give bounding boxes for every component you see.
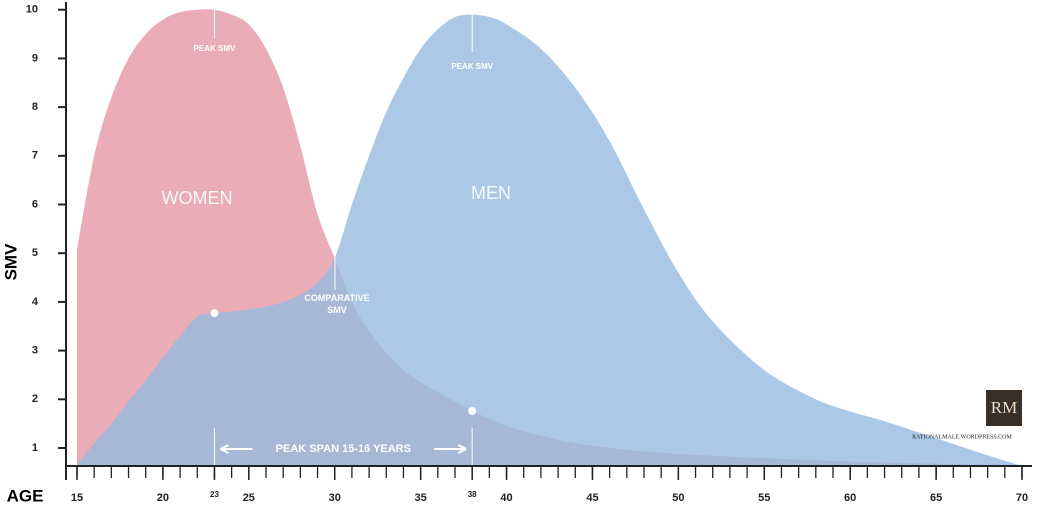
y-tick-label: 4 [32,296,39,308]
span-arrow [434,444,467,454]
x-tick-label: 65 [930,492,942,504]
x-tick-label: 30 [329,492,341,504]
logo: RM [991,398,1017,417]
point [468,406,477,415]
x-tick-label: 40 [500,492,512,504]
area [77,14,1022,466]
y-tick-label: 2 [32,393,38,405]
x-tick-label: 15 [71,492,83,504]
x-tick-label: 45 [586,492,598,504]
comparative-label: COMPARATIVE SMV [304,293,370,315]
legend-label: WOMEN [162,188,233,208]
peak-label: PEAK SMV [451,62,493,71]
y-tick-label: 6 [32,198,38,210]
source: RATIONALMALE.WORDPRESS.COM [912,434,1012,440]
logo-box [986,390,1022,426]
x-tick-label: 23 [210,490,219,499]
legend-label: MEN [471,183,511,203]
y-tick-label: 3 [32,345,38,357]
peak-label: PEAK SMV [194,44,236,53]
x-tick-label: 38 [468,490,477,499]
span-arrow [220,444,253,454]
y-tick-label: 5 [32,247,38,259]
y-tick-label: 9 [32,52,38,64]
x-tick-label: 55 [758,492,770,504]
x-tick-label: 20 [157,492,169,504]
y-axis-label: SMV [1,243,20,281]
y-tick-label: 1 [32,442,38,454]
x-axis-label: AGE [7,486,44,505]
x-tick-label: 35 [415,492,427,504]
span-label: PEAK SPAN 15-16 YEARS [276,443,411,455]
x-tick-label: 50 [672,492,684,504]
x-tick-label: 70 [1016,492,1028,504]
y-tick-label: 7 [32,150,38,162]
y-tick-label: 10 [26,4,38,16]
point [210,309,219,318]
y-tick-label: 8 [32,101,38,113]
x-tick-label: 60 [844,492,856,504]
x-tick-label: 25 [243,492,255,504]
